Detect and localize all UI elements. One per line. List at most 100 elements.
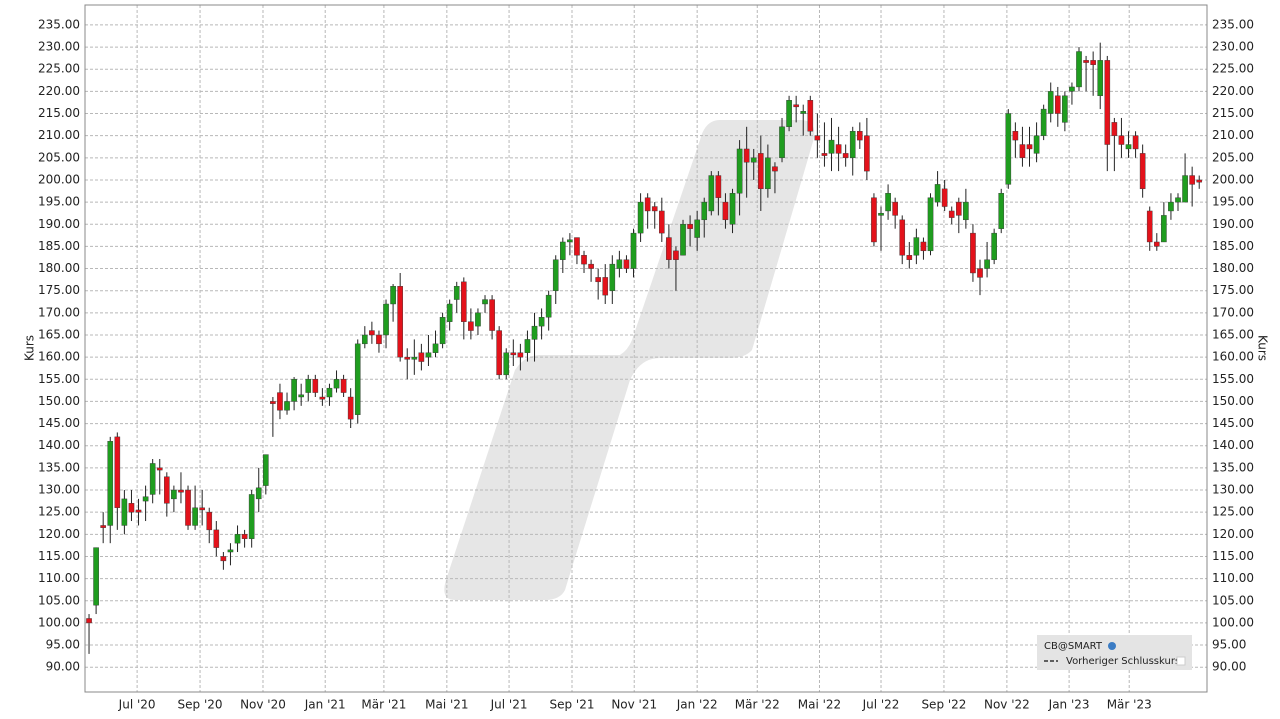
y-tick-label-right: 160.00	[1212, 350, 1254, 364]
candle-body	[128, 503, 135, 513]
y-tick-label-right: 120.00	[1212, 527, 1254, 541]
legend-box	[1037, 635, 1192, 670]
candle-body	[899, 219, 906, 256]
x-tick-label: Jul '22	[862, 698, 900, 712]
candle-body	[977, 268, 983, 278]
y-axis-label-right: Kurs	[1256, 335, 1270, 361]
candle-body	[1040, 108, 1047, 136]
candle-body	[750, 157, 757, 163]
candle-body	[376, 334, 382, 345]
candle-body	[970, 232, 976, 274]
candle-body	[864, 135, 870, 172]
candle-body	[383, 303, 389, 336]
candle-body	[687, 224, 693, 229]
candle-body	[1111, 122, 1118, 136]
candle-body	[842, 153, 849, 159]
candle-body	[913, 237, 920, 256]
candle-body	[644, 197, 651, 212]
candle-body	[1026, 144, 1033, 150]
grid	[85, 5, 1207, 692]
candle-body	[171, 489, 177, 500]
y-tick-label: 145.00	[38, 416, 80, 430]
candle-body	[998, 193, 1005, 229]
candle-body	[920, 241, 927, 252]
y-axis-label: Kurs	[23, 335, 37, 361]
candle-body	[432, 343, 439, 353]
legend-icon	[1108, 642, 1116, 650]
y-tick-label: 105.00	[38, 593, 80, 607]
y-tick-label-right: 170.00	[1212, 305, 1254, 319]
candle-body	[1153, 241, 1160, 247]
y-tick-label-right: 140.00	[1212, 438, 1254, 452]
y-tick-label-right: 165.00	[1212, 327, 1254, 341]
candle-body	[758, 153, 764, 190]
candle-body	[666, 237, 672, 260]
candle-body	[906, 255, 913, 260]
y-tick-label: 155.00	[38, 372, 80, 386]
candle-body	[1083, 60, 1089, 63]
y-tick-label-right: 180.00	[1212, 261, 1254, 275]
candle-body	[390, 286, 396, 305]
x-tick-label: Jan '22	[676, 698, 718, 712]
candle-body	[404, 356, 411, 360]
candle-body	[156, 467, 163, 471]
legend-checkbox[interactable]	[1176, 656, 1186, 666]
candle-body	[326, 387, 333, 398]
candle-body	[362, 334, 368, 345]
candle-body	[835, 144, 842, 154]
y-tick-label: 195.00	[38, 195, 80, 209]
candle-body	[1139, 153, 1146, 190]
plot-frame	[84, 4, 1208, 693]
y-tick-label-right: 205.00	[1212, 150, 1254, 164]
candle-body	[319, 396, 326, 400]
candle-body	[567, 239, 573, 243]
candle-body	[142, 496, 149, 502]
x-tick-label: Jul '21	[490, 698, 528, 712]
candle-body	[397, 286, 403, 358]
candle-body	[248, 494, 255, 539]
candle-body	[694, 219, 700, 238]
candle-body	[1090, 60, 1096, 65]
y-tick-label-right: 155.00	[1212, 372, 1254, 386]
candle-body	[333, 379, 340, 389]
candle-body	[630, 232, 637, 269]
candle-body	[206, 511, 213, 531]
candle-body	[1161, 215, 1167, 243]
candle-body	[213, 529, 220, 548]
candle-body	[609, 263, 616, 291]
candle-body	[1168, 201, 1174, 212]
candle-body	[984, 259, 990, 269]
y-tick-label-right: 145.00	[1212, 416, 1254, 430]
candle-body	[1146, 210, 1153, 243]
candle-body	[100, 525, 106, 528]
candle-body	[241, 534, 248, 539]
y-tick-label-right: 100.00	[1212, 615, 1254, 629]
candle-body	[560, 241, 566, 260]
candle-body	[793, 104, 799, 108]
candle-body	[510, 352, 517, 356]
candle-body	[814, 135, 821, 141]
candle-body	[857, 131, 863, 141]
x-tick-label: Mai '22	[798, 698, 841, 712]
y-tick-label-right: 200.00	[1212, 172, 1254, 186]
candle-body	[524, 339, 531, 353]
candle-body	[1076, 51, 1082, 88]
candle-body	[446, 303, 453, 322]
candle-body	[545, 294, 552, 318]
x-tick-label: Mär '21	[361, 698, 406, 712]
candle-body	[149, 463, 156, 495]
x-tick-label: Nov '22	[984, 698, 1030, 712]
candles	[86, 42, 1203, 654]
candle-body	[531, 325, 538, 340]
candle-body	[1104, 60, 1111, 145]
candle-body	[602, 277, 609, 296]
candle-body	[185, 489, 191, 526]
y-tick-label: 235.00	[38, 17, 80, 31]
candle-body	[588, 263, 594, 269]
candle-body	[574, 237, 580, 256]
x-tick-label: Sep '21	[549, 698, 594, 712]
candle-body	[821, 153, 828, 156]
y-tick-label: 135.00	[38, 460, 80, 474]
candle-body	[1054, 95, 1061, 114]
